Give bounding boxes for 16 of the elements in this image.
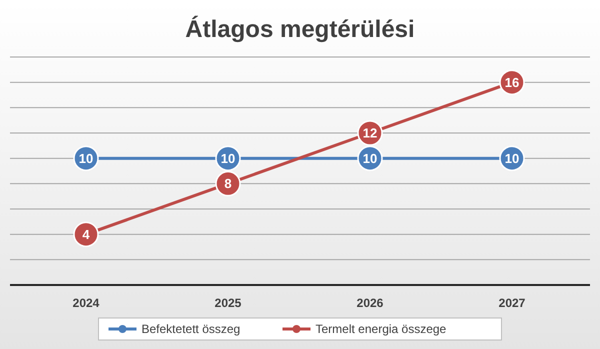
data-label: 10: [220, 150, 236, 166]
x-tick-label: 2025: [214, 296, 242, 310]
point: [73, 222, 99, 248]
data-label: 10: [504, 150, 520, 166]
x-tick-label: 2024: [72, 296, 100, 310]
legend-label: Termelt energia összege: [316, 322, 447, 336]
x-tick-label: 2027: [498, 296, 526, 310]
x-tick-label: 2026: [356, 296, 384, 310]
data-label: 10: [362, 150, 378, 166]
legend-label: Befektetett összeg: [142, 322, 240, 336]
data-label: 4: [82, 226, 90, 242]
data-label: 8: [224, 176, 232, 192]
data-label: 16: [504, 74, 520, 90]
data-label: 10: [78, 150, 94, 166]
data-label: 12: [362, 126, 378, 140]
chart-title: Átlagos megtérülési: [185, 15, 415, 43]
